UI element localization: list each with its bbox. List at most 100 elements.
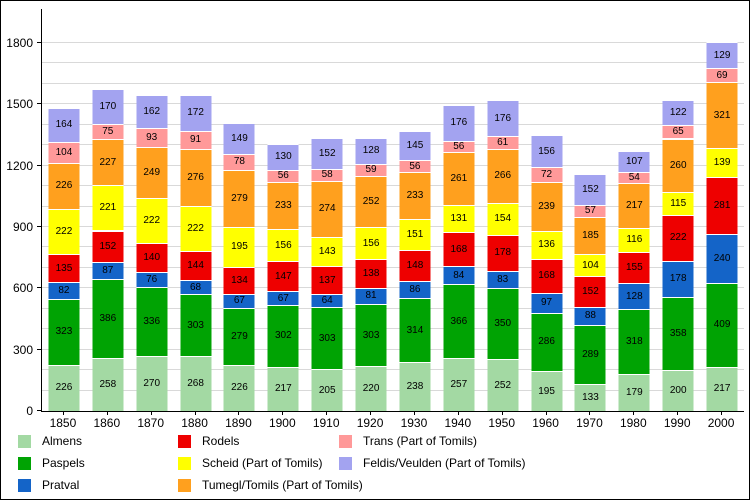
segment-value-label: 217 [625, 200, 643, 212]
bar-segment-feldis-veulden-part-of-tomils: 149 [223, 123, 255, 154]
segment-value-label: 54 [628, 172, 640, 184]
legend-item-feldis-veulden-part-of-tomils: Feldis/Veulden (Part of Tomils) [339, 456, 526, 470]
bar-segment-rodels: 222 [662, 215, 694, 261]
segment-value-label: 168 [538, 270, 555, 282]
bar-segment-feldis-veulden-part-of-tomils: 122 [662, 100, 694, 126]
bar-segment-scheid-part-of-tomils: 151 [399, 219, 431, 251]
segment-value-label: 321 [713, 109, 731, 121]
segment-value-label: 131 [450, 213, 468, 225]
x-axis-label: 1920 [356, 416, 384, 430]
bar-segment-paspels: 350 [487, 287, 519, 360]
bar-segment-feldis-veulden-part-of-tomils: 176 [443, 104, 475, 141]
x-axis-tick [633, 411, 635, 415]
legend-swatch-scheid-part-of-tomils [178, 456, 191, 470]
segment-value-label: 139 [713, 156, 731, 168]
bar-segment-pratval: 76 [136, 271, 168, 288]
bar-segment-almens: 200 [662, 370, 694, 411]
segment-value-label: 136 [538, 239, 555, 251]
gridline [42, 266, 744, 268]
segment-value-label: 233 [406, 190, 424, 202]
bar-segment-pratval: 87 [92, 261, 124, 280]
segment-value-label: 152 [99, 240, 117, 252]
x-axis-label: 1870 [137, 416, 165, 430]
segment-value-label: 93 [146, 131, 158, 143]
bar-2000: 217 409 240 281 139 321 69 129 [706, 9, 738, 411]
segment-value-label: 222 [187, 222, 204, 234]
segment-value-label: 200 [669, 385, 687, 397]
segment-value-label: 140 [143, 251, 161, 263]
bar-segment-almens: 220 [355, 366, 387, 411]
legend-label: Almens [42, 434, 83, 448]
segment-value-label: 217 [713, 383, 731, 395]
segment-value-label: 350 [494, 318, 512, 330]
bar-segment-feldis-veulden-part-of-tomils: 176 [487, 100, 519, 137]
bar-segment-rodels: 155 [618, 251, 650, 284]
gridline [42, 389, 744, 391]
bar-segment-scheid-part-of-tomils: 222 [180, 205, 212, 251]
bar-segment-pratval: 97 [531, 292, 563, 313]
bar-segment-tumegl-tomils-part-of-tomils: 252 [355, 175, 387, 228]
segment-value-label: 239 [538, 200, 555, 212]
y-axis: 0 300 600 900 1200 1500 1800 [1, 9, 41, 418]
gridline [42, 164, 744, 166]
legend-item-pratval: Pratval [18, 478, 79, 492]
x-axis-tick [545, 411, 547, 415]
legend-label: Paspels [42, 456, 85, 470]
segment-value-label: 67 [277, 292, 289, 304]
segment-value-label: 226 [55, 382, 73, 394]
segment-value-label: 164 [55, 119, 73, 131]
bar-segment-feldis-veulden-part-of-tomils: 172 [180, 95, 212, 131]
segment-value-label: 72 [541, 168, 553, 180]
segment-value-label: 57 [584, 205, 596, 217]
bar-segment-scheid-part-of-tomils: 115 [662, 191, 694, 216]
bar-segment-pratval: 68 [180, 280, 212, 295]
segment-value-label: 133 [582, 391, 599, 403]
segment-value-label: 176 [450, 117, 468, 129]
x-axis-tick [194, 411, 196, 415]
segment-value-label: 97 [541, 297, 553, 309]
bar-segment-trans-part-of-tomils: 91 [180, 130, 212, 150]
segment-value-label: 274 [318, 203, 336, 215]
bar-segment-pratval: 82 [48, 282, 80, 299]
bar-segment-trans-part-of-tomils: 75 [92, 123, 124, 139]
bar-segment-almens: 226 [48, 364, 80, 411]
segment-value-label: 59 [365, 164, 377, 176]
bar-segment-feldis-veulden-part-of-tomils: 130 [267, 143, 299, 171]
segment-value-label: 172 [187, 107, 204, 119]
segment-value-label: 179 [625, 387, 643, 399]
gridline [42, 307, 744, 309]
bar-segment-trans-part-of-tomils: 93 [136, 127, 168, 147]
segment-value-label: 61 [497, 136, 509, 148]
segment-value-label: 82 [58, 284, 70, 296]
segment-value-label: 226 [231, 382, 248, 394]
bar-segment-paspels: 314 [399, 298, 431, 363]
bar-segment-paspels: 303 [355, 304, 387, 367]
bar-segment-pratval: 86 [399, 280, 431, 299]
segment-value-label: 260 [669, 159, 687, 171]
bar-group-1860: 258 386 87 152 221 227 75 170 [86, 9, 130, 411]
segment-value-label: 91 [190, 134, 202, 146]
bar-segment-trans-part-of-tomils: 58 [311, 168, 343, 181]
x-axis-label: 1960 [532, 416, 559, 430]
segment-value-label: 84 [453, 269, 465, 281]
bar-group-1990: 200 358 178 222 115 260 65 122 [656, 9, 700, 411]
gridline [42, 42, 744, 43]
bar-segment-pratval: 83 [487, 270, 519, 288]
y-axis-tick [37, 348, 41, 350]
bar-group-1890: 226 279 67 134 195 279 78 149 [218, 9, 262, 411]
x-axis-label: 1950 [488, 416, 516, 430]
bar-segment-tumegl-tomils-part-of-tomils: 274 [311, 180, 343, 237]
segment-value-label: 286 [538, 336, 555, 348]
segment-value-label: 249 [143, 166, 161, 178]
bar-segment-almens: 270 [136, 355, 168, 411]
bar-segment-scheid-part-of-tomils: 136 [531, 230, 563, 259]
segment-value-label: 134 [231, 274, 248, 286]
legend-item-rodels: Rodels [178, 434, 239, 448]
segment-value-label: 76 [146, 273, 158, 285]
segment-value-label: 252 [362, 196, 380, 208]
x-axis-label: 1910 [312, 416, 340, 430]
segment-value-label: 148 [406, 259, 424, 271]
x-axis-label: 1890 [225, 416, 252, 430]
segment-value-label: 302 [274, 330, 292, 342]
legend-swatch-tumegl-tomils-part-of-tomils [178, 478, 191, 492]
